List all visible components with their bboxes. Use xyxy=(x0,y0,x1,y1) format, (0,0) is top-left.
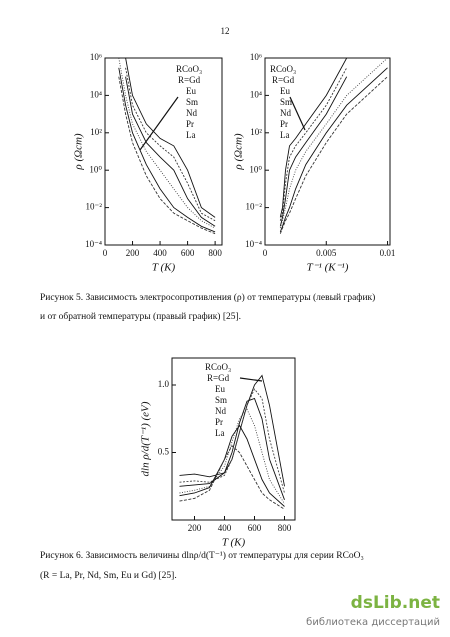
series-line xyxy=(125,76,216,227)
legend-title: RCoO₃ xyxy=(270,64,296,74)
x-tick-label: 200 xyxy=(126,248,140,258)
legend-entry: Pr xyxy=(186,119,194,129)
x-axis-label: T (K) xyxy=(222,537,246,549)
y-tick-label: 1.0 xyxy=(158,379,170,389)
legend-entry: La xyxy=(215,428,225,438)
y-tick-label: 10⁻² xyxy=(246,202,263,212)
y-tick-label: 10⁰ xyxy=(249,164,262,174)
legend-title: RCoO₃ xyxy=(176,64,202,74)
y-tick-label: 0.5 xyxy=(158,447,170,457)
y-tick-label: 10⁶ xyxy=(90,52,102,62)
x-axis-label: T (K) xyxy=(152,262,176,274)
series-line xyxy=(125,67,216,222)
legend-arrow xyxy=(289,96,306,131)
legend-entry: Nd xyxy=(280,108,291,118)
y-tick-label: 10² xyxy=(90,127,102,137)
y-tick-label: 10⁰ xyxy=(89,164,102,174)
series-line xyxy=(279,76,388,234)
legend-entry: Sm xyxy=(215,395,227,405)
series-line xyxy=(279,67,348,221)
x-tick-label: 400 xyxy=(218,523,232,533)
legend-entry: Sm xyxy=(186,97,198,107)
legend-arrow xyxy=(239,377,263,382)
y-tick-label: 10⁻² xyxy=(86,202,103,212)
plot-frame xyxy=(264,57,391,246)
watermark-subtitle: библиотека диссертаций xyxy=(306,617,440,628)
series-line xyxy=(125,58,216,218)
series-line xyxy=(279,58,388,229)
series-line xyxy=(118,67,216,233)
y-tick-label: 10² xyxy=(250,127,262,137)
legend-entry: Pr xyxy=(280,119,288,129)
x-tick-label: 0 xyxy=(263,248,268,258)
legend-entry: Nd xyxy=(186,108,197,118)
series-line xyxy=(179,445,285,510)
y-tick-label: 10⁴ xyxy=(90,89,102,99)
watermark-name: dsLib.net xyxy=(351,593,440,613)
series-line xyxy=(179,397,285,500)
x-tick-label: 800 xyxy=(278,523,292,533)
legend-entry: R=Gd xyxy=(272,75,295,85)
y-axis-label: dln ρ/d(T⁻¹) (eV) xyxy=(140,401,152,476)
x-tick-label: 0 xyxy=(103,248,108,258)
y-axis-label: ρ (Ωcm) xyxy=(233,133,245,170)
page-number: 12 xyxy=(221,26,230,36)
x-tick-label: 600 xyxy=(181,248,195,258)
caption: Рисунок 5. Зависимость электросопротивле… xyxy=(40,292,375,303)
legend-entry: Nd xyxy=(215,406,226,416)
series-line xyxy=(279,76,348,227)
y-tick-label: 10⁶ xyxy=(250,52,262,62)
legend-entry: Eu xyxy=(280,86,290,96)
y-axis-label: ρ (Ωcm) xyxy=(73,133,85,170)
caption: (R = La, Pr, Nd, Sm, Eu и Gd) [25]. xyxy=(40,570,177,581)
x-axis-label: T⁻¹ (K⁻¹) xyxy=(307,262,349,274)
x-tick-label: 0.01 xyxy=(380,248,396,258)
x-tick-label: 400 xyxy=(153,248,167,258)
y-tick-label: 10⁴ xyxy=(250,89,262,99)
series-line xyxy=(279,58,348,218)
y-tick-label: 10⁻⁴ xyxy=(85,239,102,249)
series-line xyxy=(179,388,285,494)
series-line xyxy=(179,424,285,507)
caption: Рисунок 6. Зависимость величины dlnρ/d(T… xyxy=(40,550,364,561)
x-tick-label: 200 xyxy=(188,523,202,533)
series-line xyxy=(179,374,285,487)
series-line xyxy=(179,408,285,505)
x-tick-label: 600 xyxy=(248,523,262,533)
x-tick-label: 0.005 xyxy=(316,248,337,258)
legend-entry: Eu xyxy=(186,86,196,96)
legend-entry: Eu xyxy=(215,384,225,394)
legend-entry: R=Gd xyxy=(207,373,230,383)
legend-arrow xyxy=(139,96,179,151)
plot-frame xyxy=(104,57,223,246)
caption: и от обратной температуры (правый график… xyxy=(40,311,241,322)
legend-entry: La xyxy=(280,130,290,140)
y-tick-label: 10⁻⁴ xyxy=(245,239,262,249)
legend-title: RCoO₃ xyxy=(205,362,231,372)
series-line xyxy=(279,67,388,233)
series-line xyxy=(118,76,216,235)
legend-entry: Pr xyxy=(215,417,223,427)
x-tick-label: 800 xyxy=(208,248,222,258)
legend-entry: Sm xyxy=(280,97,292,107)
series-line xyxy=(118,58,216,229)
legend-entry: R=Gd xyxy=(178,75,201,85)
legend-entry: La xyxy=(186,130,196,140)
plot-frame xyxy=(171,357,296,521)
